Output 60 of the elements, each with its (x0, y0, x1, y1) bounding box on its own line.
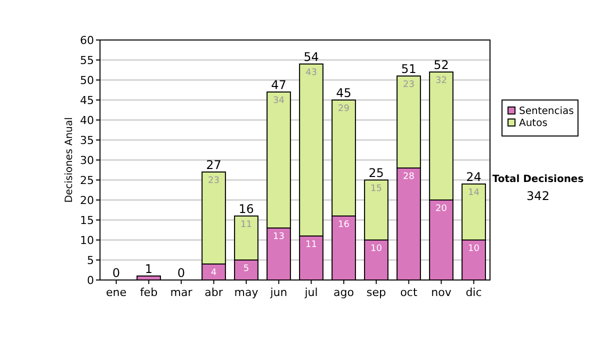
x-tick-label: dic (466, 286, 482, 299)
total-label: 0 (112, 266, 120, 280)
y-tick-label: 0 (87, 274, 94, 287)
text: 342 (526, 189, 550, 203)
x-tick-label: feb (140, 286, 158, 299)
data-label: 16 (338, 220, 350, 230)
x-tick-label: sep (366, 286, 386, 299)
x-tick-label: oct (400, 286, 418, 299)
x-tick-label: jun (269, 286, 288, 299)
data-label: 23 (208, 176, 220, 186)
data-label: 5 (243, 264, 250, 274)
y-tick-label: 55 (80, 54, 94, 67)
total-label: 25 (368, 166, 384, 180)
x-tick-label: nov (431, 286, 452, 299)
total-label: 24 (466, 170, 482, 184)
x-tick-label: jul (304, 286, 318, 299)
total-label: 45 (336, 86, 352, 100)
data-label: 20 (436, 204, 448, 214)
legend-label: Sentencias (519, 106, 574, 117)
data-label: 11 (240, 220, 252, 230)
total-label: 1 (144, 262, 153, 276)
x-tick-label: abr (204, 286, 224, 299)
data-label: 13 (273, 232, 284, 242)
x-tick-label: may (234, 286, 259, 299)
y-tick-label: 5 (87, 254, 94, 267)
y-axis-title: Decisiones Anual (64, 117, 75, 203)
data-label: 28 (403, 172, 415, 182)
data-label: 34 (273, 96, 285, 106)
data-label: 43 (306, 68, 317, 78)
text: Total Decisiones (492, 174, 584, 185)
y-tick-label: 20 (80, 194, 94, 207)
data-label: 29 (338, 104, 350, 114)
total-label: 0 (177, 266, 186, 280)
data-label: 10 (370, 244, 382, 254)
y-tick-label: 40 (80, 114, 94, 127)
data-label: 10 (468, 244, 480, 254)
total-label: 54 (304, 50, 319, 64)
data-label: 32 (436, 76, 447, 86)
y-tick-label: 45 (80, 94, 94, 107)
data-label: 14 (468, 188, 480, 198)
total-label: 16 (238, 202, 254, 216)
data-label: 4 (210, 268, 217, 278)
total-label: 52 (434, 58, 449, 72)
y-tick-label: 35 (80, 134, 94, 147)
total-label: 51 (401, 62, 416, 76)
legend-label: Autos (519, 118, 548, 129)
y-tick-label: 25 (80, 174, 94, 187)
y-tick-label: 60 (80, 34, 94, 47)
y-tick-label: 30 (80, 154, 94, 167)
x-tick-label: ene (106, 286, 127, 299)
total-label: 47 (271, 78, 286, 92)
y-tick-label: 15 (80, 214, 94, 227)
data-label: 15 (370, 184, 382, 194)
data-label: 23 (403, 80, 414, 90)
y-tick-label: 50 (80, 74, 94, 87)
y-tick-label: 10 (80, 234, 94, 247)
x-tick-label: ago (334, 286, 354, 299)
total-label: 27 (206, 158, 222, 172)
x-tick-label: mar (170, 286, 193, 299)
data-label: 11 (306, 240, 317, 250)
